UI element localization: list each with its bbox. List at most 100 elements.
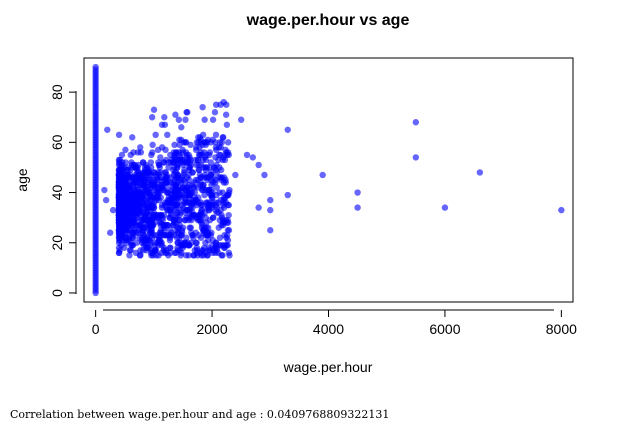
data-point [441,204,449,211]
data-point [171,154,179,161]
data-point [164,174,171,181]
data-point [161,114,168,121]
data-point [173,149,180,156]
data-point [211,109,219,116]
data-point [163,204,170,211]
data-point [167,249,174,256]
data-point [174,244,181,251]
data-point [215,174,223,181]
data-point [129,229,136,236]
y-tick-label: 40 [49,185,65,201]
data-point [158,144,166,151]
data-point [205,237,212,244]
y-tick-label: 80 [49,84,65,100]
data-point [354,189,361,196]
data-point [220,98,227,106]
data-point [122,159,129,166]
x-tick-label: 8000 [546,321,577,337]
data-point [148,219,156,226]
data-point [149,141,156,149]
data-point [144,234,151,241]
data-point [165,164,172,171]
data-point [154,186,162,194]
data-point [117,161,124,169]
data-point [152,131,159,139]
data-point [180,171,187,179]
data-point [176,234,183,241]
data-point [144,189,151,196]
data-point [179,184,187,191]
data-point [129,242,137,249]
data-point [157,154,164,161]
data-point [195,232,202,239]
data-point [152,247,159,254]
data-point [147,159,155,166]
data-point [200,247,207,254]
data-point [214,249,222,256]
data-point [164,131,171,139]
data-point [135,206,143,214]
data-point [232,171,239,179]
data-point [190,184,198,191]
data-point [157,194,164,201]
data-point [148,114,156,121]
data-point [171,141,178,149]
data-point [190,199,197,206]
data-point [207,232,215,239]
data-point [219,134,226,141]
data-point [171,181,178,189]
data-point [182,116,189,123]
plot-box [83,57,574,303]
data-point [354,204,361,211]
data-point [202,219,210,226]
data-point [284,126,291,133]
data-point [217,151,224,159]
data-point [158,242,165,249]
data-point [127,151,134,159]
data-point [261,171,268,179]
data-point [160,221,167,229]
data-point [199,141,206,149]
data-point [171,176,179,184]
data-point [147,196,154,204]
data-point [118,242,125,249]
data-point [121,199,128,206]
data-point [162,169,169,176]
data-point [167,244,174,251]
data-point [172,111,179,118]
data-point [121,171,129,179]
data-point [145,244,152,251]
data-point [162,179,170,186]
data-point [171,186,179,194]
x-tick-label: 6000 [429,321,460,337]
data-point [168,232,175,239]
data-point [476,169,484,176]
data-point [183,206,191,214]
data-point [145,227,153,234]
data-point [161,121,169,128]
data-point [223,242,230,249]
data-point [129,134,136,141]
data-point [219,189,226,196]
data-point [255,204,262,211]
data-point [202,214,209,221]
data-point [212,131,220,139]
data-point [122,191,130,199]
data-point [155,237,163,244]
y-axis-title: age [14,168,30,192]
data-point [117,204,125,211]
data-point [195,166,202,174]
data-point [213,204,221,211]
data-point [185,214,193,221]
y-axis: 0 20 40 60 80 [49,84,77,297]
data-point [195,151,203,159]
data-point [104,126,111,133]
data-point [216,164,223,171]
y-tick-label: 0 [49,289,65,297]
data-point [185,171,192,179]
data-point [200,149,208,156]
data-point [133,214,140,221]
data-point [209,214,217,221]
data-point [155,169,162,176]
data-point [118,151,126,159]
